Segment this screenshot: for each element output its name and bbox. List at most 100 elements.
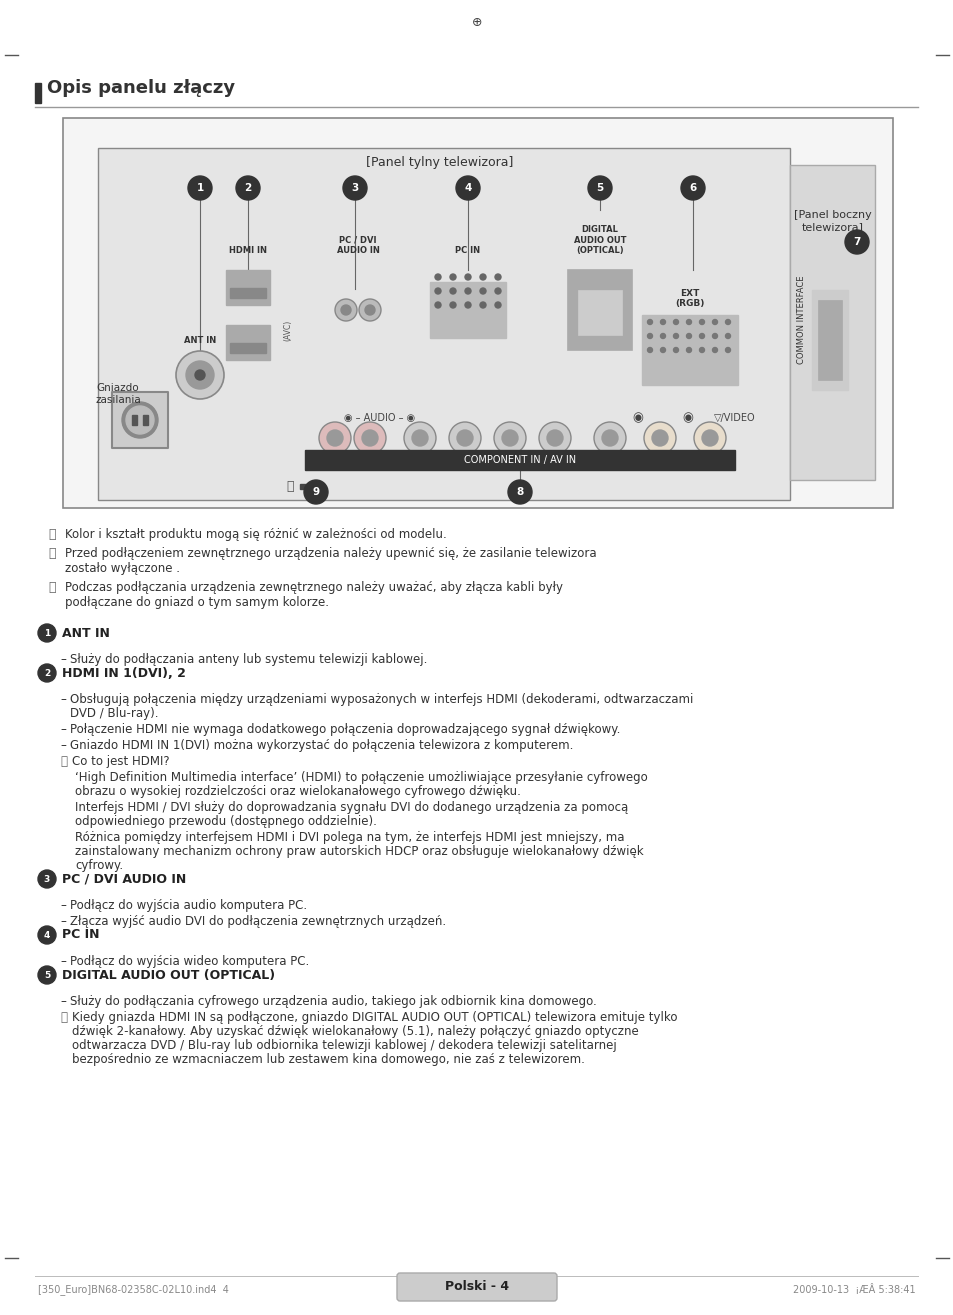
Text: Połączenie HDMI nie wymaga dodatkowego połączenia doprowadzającego sygnał dźwięk: Połączenie HDMI nie wymaga dodatkowego p… [70,723,619,736]
Text: bezpośrednio ze wzmacniaczem lub zestawem kina domowego, nie zaś z telewizorem.: bezpośrednio ze wzmacniaczem lub zestawe… [71,1053,584,1066]
Text: Kiedy gniazda HDMI IN są podłączone, gniazdo DIGITAL AUDIO OUT (OPTICAL) telewiz: Kiedy gniazda HDMI IN są podłączone, gni… [71,1011,677,1024]
Circle shape [358,299,380,321]
Text: zainstalowany mechanizm ochrony praw autorskich HDCP oraz obsługuje wielokanałow: zainstalowany mechanizm ochrony praw aut… [75,846,643,857]
Circle shape [495,302,500,308]
Text: 3: 3 [44,874,51,884]
Circle shape [340,305,351,316]
Bar [226,270,270,305]
Circle shape [686,347,691,352]
Text: ⓘ: ⓘ [60,755,67,768]
Text: PC / DVI
AUDIO IN: PC / DVI AUDIO IN [336,235,379,255]
Circle shape [699,347,703,352]
Circle shape [435,302,440,308]
Circle shape [38,871,56,888]
Text: ◉: ◉ [681,412,693,425]
Text: ⓘ: ⓘ [48,529,55,540]
Text: Podłącz do wyjścia wideo komputera PC.: Podłącz do wyjścia wideo komputera PC. [70,955,309,968]
Text: Podczas podłączania urządzenia zewnętrznego należy uważać, aby złącza kabli były: Podczas podłączania urządzenia zewnętrzn… [65,581,562,594]
Text: obrazu o wysokiej rozdzielczości oraz wielokanałowego cyfrowego dźwięku.: obrazu o wysokiej rozdzielczości oraz wi… [75,785,520,798]
Text: Różnica pomiędzy interfejsem HDMI i DVI polega na tym, że interfejs HDMI jest mn: Różnica pomiędzy interfejsem HDMI i DVI … [75,831,624,844]
Text: 8: 8 [516,487,523,497]
FancyBboxPatch shape [396,1273,557,1301]
Text: –: – [60,693,66,706]
Text: 5: 5 [44,970,51,980]
Text: –: – [60,955,66,968]
Circle shape [38,967,56,984]
Bar [143,416,148,425]
Circle shape [659,347,665,352]
Circle shape [495,288,500,295]
Circle shape [686,334,691,338]
Text: PC IN: PC IN [455,246,480,255]
Circle shape [712,334,717,338]
Text: HDMI IN 1(DVI), 2: HDMI IN 1(DVI), 2 [62,667,186,680]
Bar [230,343,266,352]
Circle shape [594,422,625,454]
Text: –: – [60,899,66,913]
Circle shape [456,430,473,446]
Circle shape [699,334,703,338]
Circle shape [403,422,436,454]
Circle shape [844,230,868,254]
Text: cyfrowy.: cyfrowy. [75,859,123,872]
Text: dźwięk 2-kanałowy. Aby uzyskać dźwięk wielokanałowy (5.1), należy połączyć gniaz: dźwięk 2-kanałowy. Aby uzyskać dźwięk wi… [71,1024,639,1038]
Text: podłączane do gniazd o tym samym kolorze.: podłączane do gniazd o tym samym kolorze… [65,596,329,609]
Circle shape [122,402,158,438]
Circle shape [435,274,440,280]
Circle shape [365,305,375,316]
Text: COMMON INTERFACE: COMMON INTERFACE [797,276,805,364]
Circle shape [601,430,618,446]
Circle shape [546,430,562,446]
Circle shape [494,422,525,454]
Circle shape [464,274,471,280]
Circle shape [659,334,665,338]
Circle shape [699,320,703,325]
Circle shape [651,430,667,446]
Text: Kolor i kształt produktu mogą się różnić w zależności od modelu.: Kolor i kształt produktu mogą się różnić… [65,529,446,540]
Circle shape [188,176,212,200]
Bar [641,316,738,385]
Text: Służy do podłączania cyfrowego urządzenia audio, takiego jak odbiornik kina domo: Służy do podłączania cyfrowego urządzeni… [70,995,597,1009]
Text: ▽/VIDEO: ▽/VIDEO [713,413,755,423]
Text: [Panel boczny
telewizora]: [Panel boczny telewizora] [793,210,871,231]
Circle shape [501,430,517,446]
Circle shape [335,299,356,321]
Text: 🔒: 🔒 [286,480,294,493]
Circle shape [450,274,456,280]
Circle shape [686,320,691,325]
Text: 9: 9 [313,487,319,497]
Circle shape [235,176,260,200]
Circle shape [495,274,500,280]
Text: ANT IN: ANT IN [184,337,216,345]
Circle shape [673,334,678,338]
Text: ⓘ: ⓘ [48,581,55,594]
Text: 7: 7 [852,237,860,247]
Text: ⊕: ⊕ [471,16,482,29]
Circle shape [304,480,328,504]
Circle shape [435,288,440,295]
Circle shape [361,430,377,446]
Circle shape [456,176,479,200]
Circle shape [449,422,480,454]
Text: (AVC): (AVC) [283,320,292,341]
Circle shape [724,334,730,338]
Text: PC IN: PC IN [62,928,99,942]
Circle shape [126,406,153,434]
Text: Gniazdo
zasilania: Gniazdo zasilania [95,383,141,405]
Text: ⊕: ⊕ [471,1286,482,1298]
Circle shape [643,422,676,454]
Text: Gniazdo HDMI IN 1(DVI) można wykorzystać do połączenia telewizora z komputerem.: Gniazdo HDMI IN 1(DVI) można wykorzystać… [70,739,573,752]
Bar [226,325,270,360]
Text: –: – [60,723,66,736]
Circle shape [647,334,652,338]
Circle shape [194,370,205,380]
Text: Polski - 4: Polski - 4 [444,1281,509,1294]
Text: EXT
(RGB): EXT (RGB) [675,288,704,308]
Bar [299,484,314,489]
Circle shape [38,625,56,642]
Circle shape [186,362,213,389]
Circle shape [712,320,717,325]
Text: COMPONENT IN / AV IN: COMPONENT IN / AV IN [463,455,576,466]
Text: DIGITAL AUDIO OUT (OPTICAL): DIGITAL AUDIO OUT (OPTICAL) [62,969,274,981]
Text: –: – [60,995,66,1009]
